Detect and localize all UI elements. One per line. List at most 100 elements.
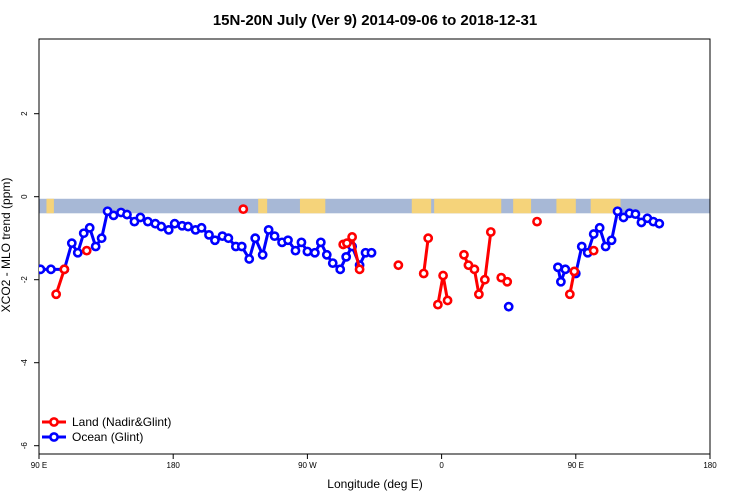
data-point-ocean bbox=[244, 254, 255, 264]
data-point-land bbox=[81, 245, 92, 256]
data-point-ocean bbox=[594, 222, 605, 233]
data-point-ocean bbox=[72, 247, 83, 258]
data-point-ocean bbox=[96, 233, 107, 244]
data-point-ocean bbox=[46, 264, 56, 275]
data-point-ocean bbox=[204, 229, 214, 240]
data-point-ocean bbox=[560, 264, 571, 275]
data-point-ocean bbox=[576, 241, 587, 252]
x-tick-label: 0 bbox=[439, 461, 444, 470]
data-point-ocean bbox=[84, 222, 95, 233]
data-point-land bbox=[418, 268, 429, 279]
data-point-ocean bbox=[90, 241, 101, 252]
data-point-land bbox=[354, 264, 365, 275]
data-point-land bbox=[393, 260, 404, 271]
data-point-ocean bbox=[269, 231, 280, 242]
land-strip-segment bbox=[299, 198, 326, 214]
legend-marker-ocean bbox=[49, 432, 59, 442]
data-point-ocean bbox=[630, 209, 641, 220]
series-line-ocean bbox=[39, 209, 372, 272]
data-point-ocean bbox=[588, 229, 599, 239]
data-point-ocean bbox=[142, 216, 153, 227]
legend-marker-land bbox=[49, 417, 59, 427]
land-strip-segment bbox=[434, 198, 502, 214]
x-tick-label: 90 E bbox=[568, 461, 584, 470]
x-tick-label: 180 bbox=[703, 461, 717, 470]
data-point-ocean bbox=[263, 224, 274, 235]
x-axis-label: Longitude (deg E) bbox=[327, 477, 422, 491]
data-point-ocean bbox=[250, 233, 261, 244]
data-point-land bbox=[564, 289, 575, 300]
legend-label-land: Land (Nadir&Glint) bbox=[72, 415, 171, 429]
plot-frame bbox=[38, 38, 711, 455]
data-point-land bbox=[59, 264, 70, 275]
y-tick-label: 0 bbox=[20, 194, 29, 199]
land-strip-segment bbox=[513, 198, 532, 214]
data-point-ocean bbox=[257, 249, 268, 260]
data-point-ocean bbox=[606, 235, 617, 246]
data-point-ocean bbox=[290, 245, 301, 256]
data-point-land bbox=[569, 266, 580, 277]
data-point-ocean bbox=[169, 218, 180, 229]
data-point-land bbox=[588, 245, 599, 256]
data-point-ocean bbox=[39, 264, 46, 275]
x-tick-label: 90 W bbox=[298, 461, 317, 470]
data-point-ocean bbox=[315, 237, 326, 248]
data-point-ocean bbox=[341, 251, 352, 262]
data-point-ocean bbox=[553, 262, 563, 273]
data-point-ocean bbox=[612, 206, 623, 217]
data-point-land bbox=[438, 270, 448, 281]
data-point-ocean bbox=[654, 218, 665, 229]
data-point-land bbox=[469, 264, 480, 275]
data-point-ocean bbox=[122, 209, 132, 220]
data-point-ocean bbox=[183, 221, 194, 232]
data-point-ocean bbox=[66, 238, 77, 249]
data-point-ocean bbox=[321, 249, 332, 260]
y-tick-label: -2 bbox=[20, 276, 29, 284]
data-point-ocean bbox=[29, 268, 36, 275]
data-point-land bbox=[442, 295, 453, 306]
y-axis-label: XCO2 - MLO trend (ppm) bbox=[0, 178, 13, 313]
data-point-ocean bbox=[210, 235, 220, 246]
data-point-ocean bbox=[196, 222, 207, 233]
data-point-land bbox=[51, 289, 62, 300]
land-strip-segment bbox=[46, 198, 54, 214]
land-strip-segment bbox=[258, 198, 268, 214]
data-point-ocean bbox=[335, 264, 346, 275]
data-point-ocean bbox=[108, 210, 119, 221]
data-point-ocean bbox=[503, 301, 514, 312]
land-strip-segment bbox=[556, 198, 576, 214]
data-point-land bbox=[502, 276, 513, 287]
y-tick-label: -4 bbox=[20, 359, 29, 367]
y-tick-label: -6 bbox=[20, 442, 29, 450]
data-point-ocean bbox=[600, 241, 611, 252]
legend: Land (Nadir&Glint)Ocean (Glint) bbox=[42, 415, 171, 444]
data-point-ocean bbox=[283, 235, 293, 246]
data-point-ocean bbox=[327, 258, 338, 268]
data-point-ocean bbox=[135, 212, 146, 223]
x-tick-label: 90 E bbox=[31, 461, 47, 470]
data-point-land bbox=[432, 299, 443, 310]
data-point-ocean bbox=[302, 246, 313, 257]
x-tick-label: 180 bbox=[167, 461, 181, 470]
data-point-land bbox=[532, 216, 542, 227]
data-point-land bbox=[423, 233, 434, 244]
data-point-ocean bbox=[296, 237, 307, 248]
data-point-ocean bbox=[163, 224, 174, 235]
chart-title: 15N-20N July (Ver 9) 2014-09-06 to 2018-… bbox=[213, 12, 537, 29]
ocean-strip bbox=[39, 198, 710, 214]
data-point-land bbox=[473, 289, 484, 300]
data-point-land bbox=[459, 249, 469, 260]
data-point-land bbox=[238, 204, 249, 215]
data-point-ocean bbox=[223, 233, 234, 244]
series-group bbox=[23, 204, 665, 312]
data-point-land bbox=[479, 274, 490, 285]
data-point-ocean bbox=[23, 268, 30, 275]
data-point-land bbox=[485, 227, 496, 237]
data-point-ocean bbox=[78, 228, 89, 239]
data-point-ocean bbox=[156, 221, 167, 232]
y-tick-label: 2 bbox=[20, 111, 29, 116]
data-point-land bbox=[342, 238, 352, 249]
data-point-ocean bbox=[309, 247, 320, 258]
plot-area: 90 E 180 90 W 0 90 E 180 2 0 -2 -4 -6 bbox=[20, 38, 717, 470]
